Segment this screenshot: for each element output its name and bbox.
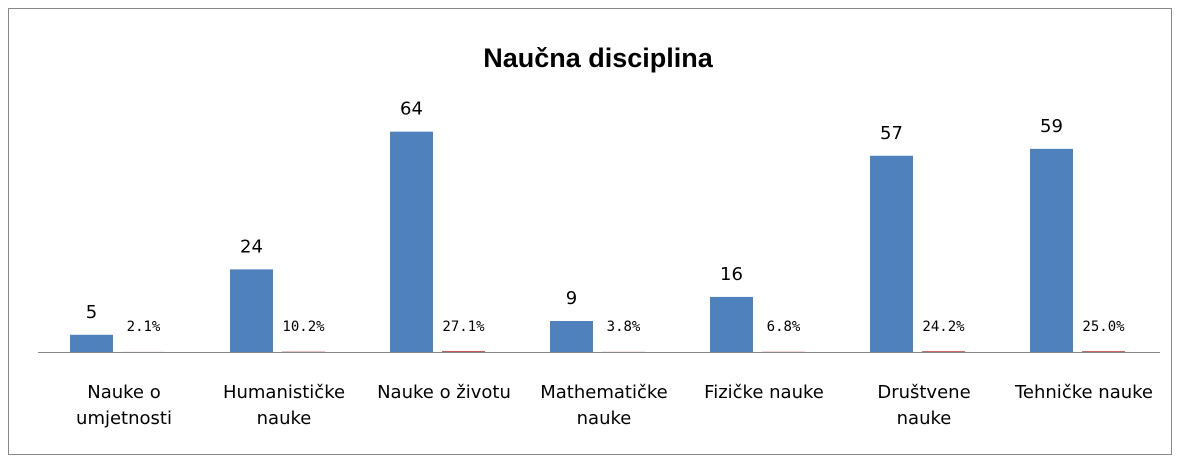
data-label: 9 [566, 288, 577, 309]
bar [230, 269, 273, 352]
bar [1030, 148, 1073, 352]
x-tick-label: Nauke o životu [377, 382, 511, 403]
x-tick-label: Društvene nauke [877, 382, 971, 429]
bar [710, 296, 753, 352]
bar [870, 155, 913, 352]
x-tick-label: Mathematičke nauke [540, 382, 668, 429]
data-label: 27.1% [442, 319, 485, 335]
bar [390, 131, 433, 352]
data-label: 3.8% [607, 319, 641, 335]
data-label: 59 [1040, 116, 1063, 137]
chart-title: Naučna disciplina [483, 43, 714, 73]
data-label: 24 [240, 236, 263, 257]
data-label: 64 [400, 99, 423, 120]
x-tick-label: Humanističke nauke [222, 382, 346, 429]
bar [922, 351, 965, 352]
x-tick-label: Nauke o umjetnosti [76, 382, 172, 429]
data-label: 16 [720, 264, 743, 285]
data-label: 2.1% [127, 319, 161, 335]
data-label: 5 [86, 302, 97, 323]
x-tick-label: Tehničke nauke [1014, 382, 1153, 403]
bar [442, 351, 485, 352]
data-label: 57 [880, 123, 903, 144]
data-label: 6.8% [767, 319, 801, 335]
bar [70, 334, 113, 352]
data-label: 24.2% [922, 319, 965, 335]
data-label: 10.2% [282, 319, 325, 335]
bar [550, 321, 593, 352]
bar [1082, 351, 1125, 352]
chart-frame [8, 8, 1172, 455]
x-tick-label: Fizičke nauke [704, 382, 824, 403]
data-label: 25.0% [1082, 319, 1125, 335]
